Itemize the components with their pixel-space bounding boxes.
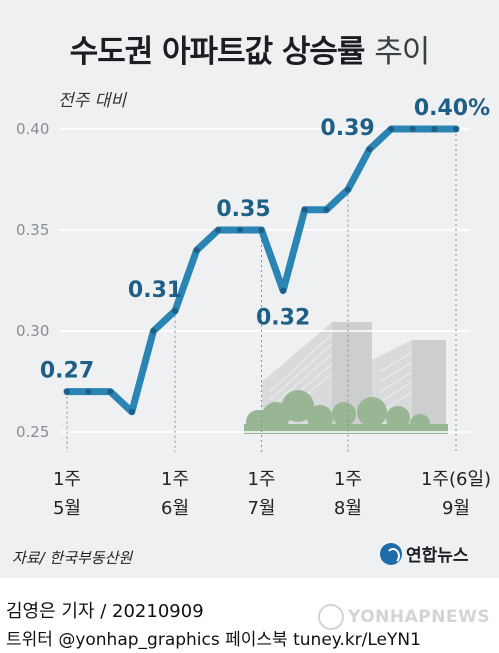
data-point bbox=[258, 227, 265, 233]
data-point bbox=[85, 388, 92, 395]
data-label: 0.40% bbox=[414, 96, 490, 121]
logo-text: 연합뉴스 bbox=[406, 546, 469, 566]
x-tick-week: 1주 bbox=[334, 469, 362, 490]
y-tick-label: 0.30 bbox=[16, 322, 49, 340]
series-markers bbox=[64, 126, 459, 415]
chart-title: 수도권 아파트값 상승률 추이 bbox=[0, 26, 499, 71]
yonhap-logo: 연합뉴스 bbox=[380, 541, 469, 566]
data-point bbox=[150, 328, 157, 334]
data-point bbox=[388, 126, 395, 132]
data-point bbox=[366, 146, 373, 153]
line-chart: 0.40 0.35 0.30 0.25 1주 5월 1주 6월 1주 7월 1주 8월 1주(6일) 9… bbox=[16, 96, 491, 519]
data-point bbox=[409, 126, 416, 132]
data-point bbox=[128, 408, 135, 415]
unit-label: 전주 대비 bbox=[58, 91, 126, 111]
x-tick-month: 8월 bbox=[334, 498, 362, 519]
data-label: 0.35 bbox=[216, 197, 270, 222]
x-tick-week: 1주(6일) bbox=[421, 469, 491, 490]
month-guides bbox=[66, 129, 457, 452]
y-tick-label: 0.35 bbox=[16, 221, 49, 239]
x-tick-week: 1주 bbox=[161, 469, 189, 490]
title-suffix: 추이 bbox=[374, 34, 430, 70]
x-tick-month: 7월 bbox=[247, 498, 275, 519]
watermark: YONHAPNEWS bbox=[318, 604, 490, 630]
watermark-icon bbox=[318, 604, 344, 630]
data-point bbox=[431, 126, 438, 132]
x-tick-week: 1주 bbox=[247, 469, 275, 490]
x-tick-month: 9월 bbox=[442, 498, 470, 519]
yonhap-logo-icon bbox=[380, 542, 402, 565]
data-point bbox=[301, 206, 308, 213]
data-label: 0.31 bbox=[128, 278, 182, 303]
data-point bbox=[64, 388, 70, 395]
data-point bbox=[453, 126, 459, 132]
data-point bbox=[193, 247, 200, 254]
data-point bbox=[107, 388, 114, 395]
x-tick-month: 5월 bbox=[53, 498, 81, 519]
watermark-text: YONHAPNEWS bbox=[348, 607, 491, 627]
data-point bbox=[236, 227, 243, 233]
title-main: 수도권 아파트값 상승률 bbox=[69, 34, 366, 70]
x-tick-month: 6월 bbox=[161, 498, 189, 519]
data-point bbox=[172, 307, 179, 314]
data-point bbox=[323, 206, 330, 213]
x-tick-week: 1주 bbox=[53, 469, 81, 490]
y-tick-label: 0.40 bbox=[16, 120, 49, 138]
social-links: 트위터 @yonhap_graphics 페이스북 tuney.kr/LeYN1 bbox=[6, 630, 421, 650]
data-label: 0.39 bbox=[320, 116, 374, 141]
source-note: 자료/ 한국부동산원 bbox=[12, 549, 133, 567]
x-axis: 1주 5월 1주 6월 1주 7월 1주 8월 1주(6일) 9월 bbox=[53, 469, 491, 519]
y-tick-label: 0.25 bbox=[16, 423, 49, 441]
chart-card bbox=[0, 0, 499, 578]
y-axis: 0.40 0.35 0.30 0.25 bbox=[16, 120, 49, 441]
data-label: 0.27 bbox=[40, 359, 94, 384]
data-labels: 0.27 0.31 0.35 0.32 0.39 0.40% bbox=[40, 96, 490, 384]
data-label: 0.32 bbox=[256, 306, 310, 331]
data-point bbox=[344, 186, 351, 193]
apartment-illustration bbox=[244, 322, 448, 434]
data-point bbox=[280, 287, 287, 294]
byline: 김영은 기자 / 20210909 bbox=[6, 601, 204, 622]
data-point bbox=[215, 227, 222, 233]
